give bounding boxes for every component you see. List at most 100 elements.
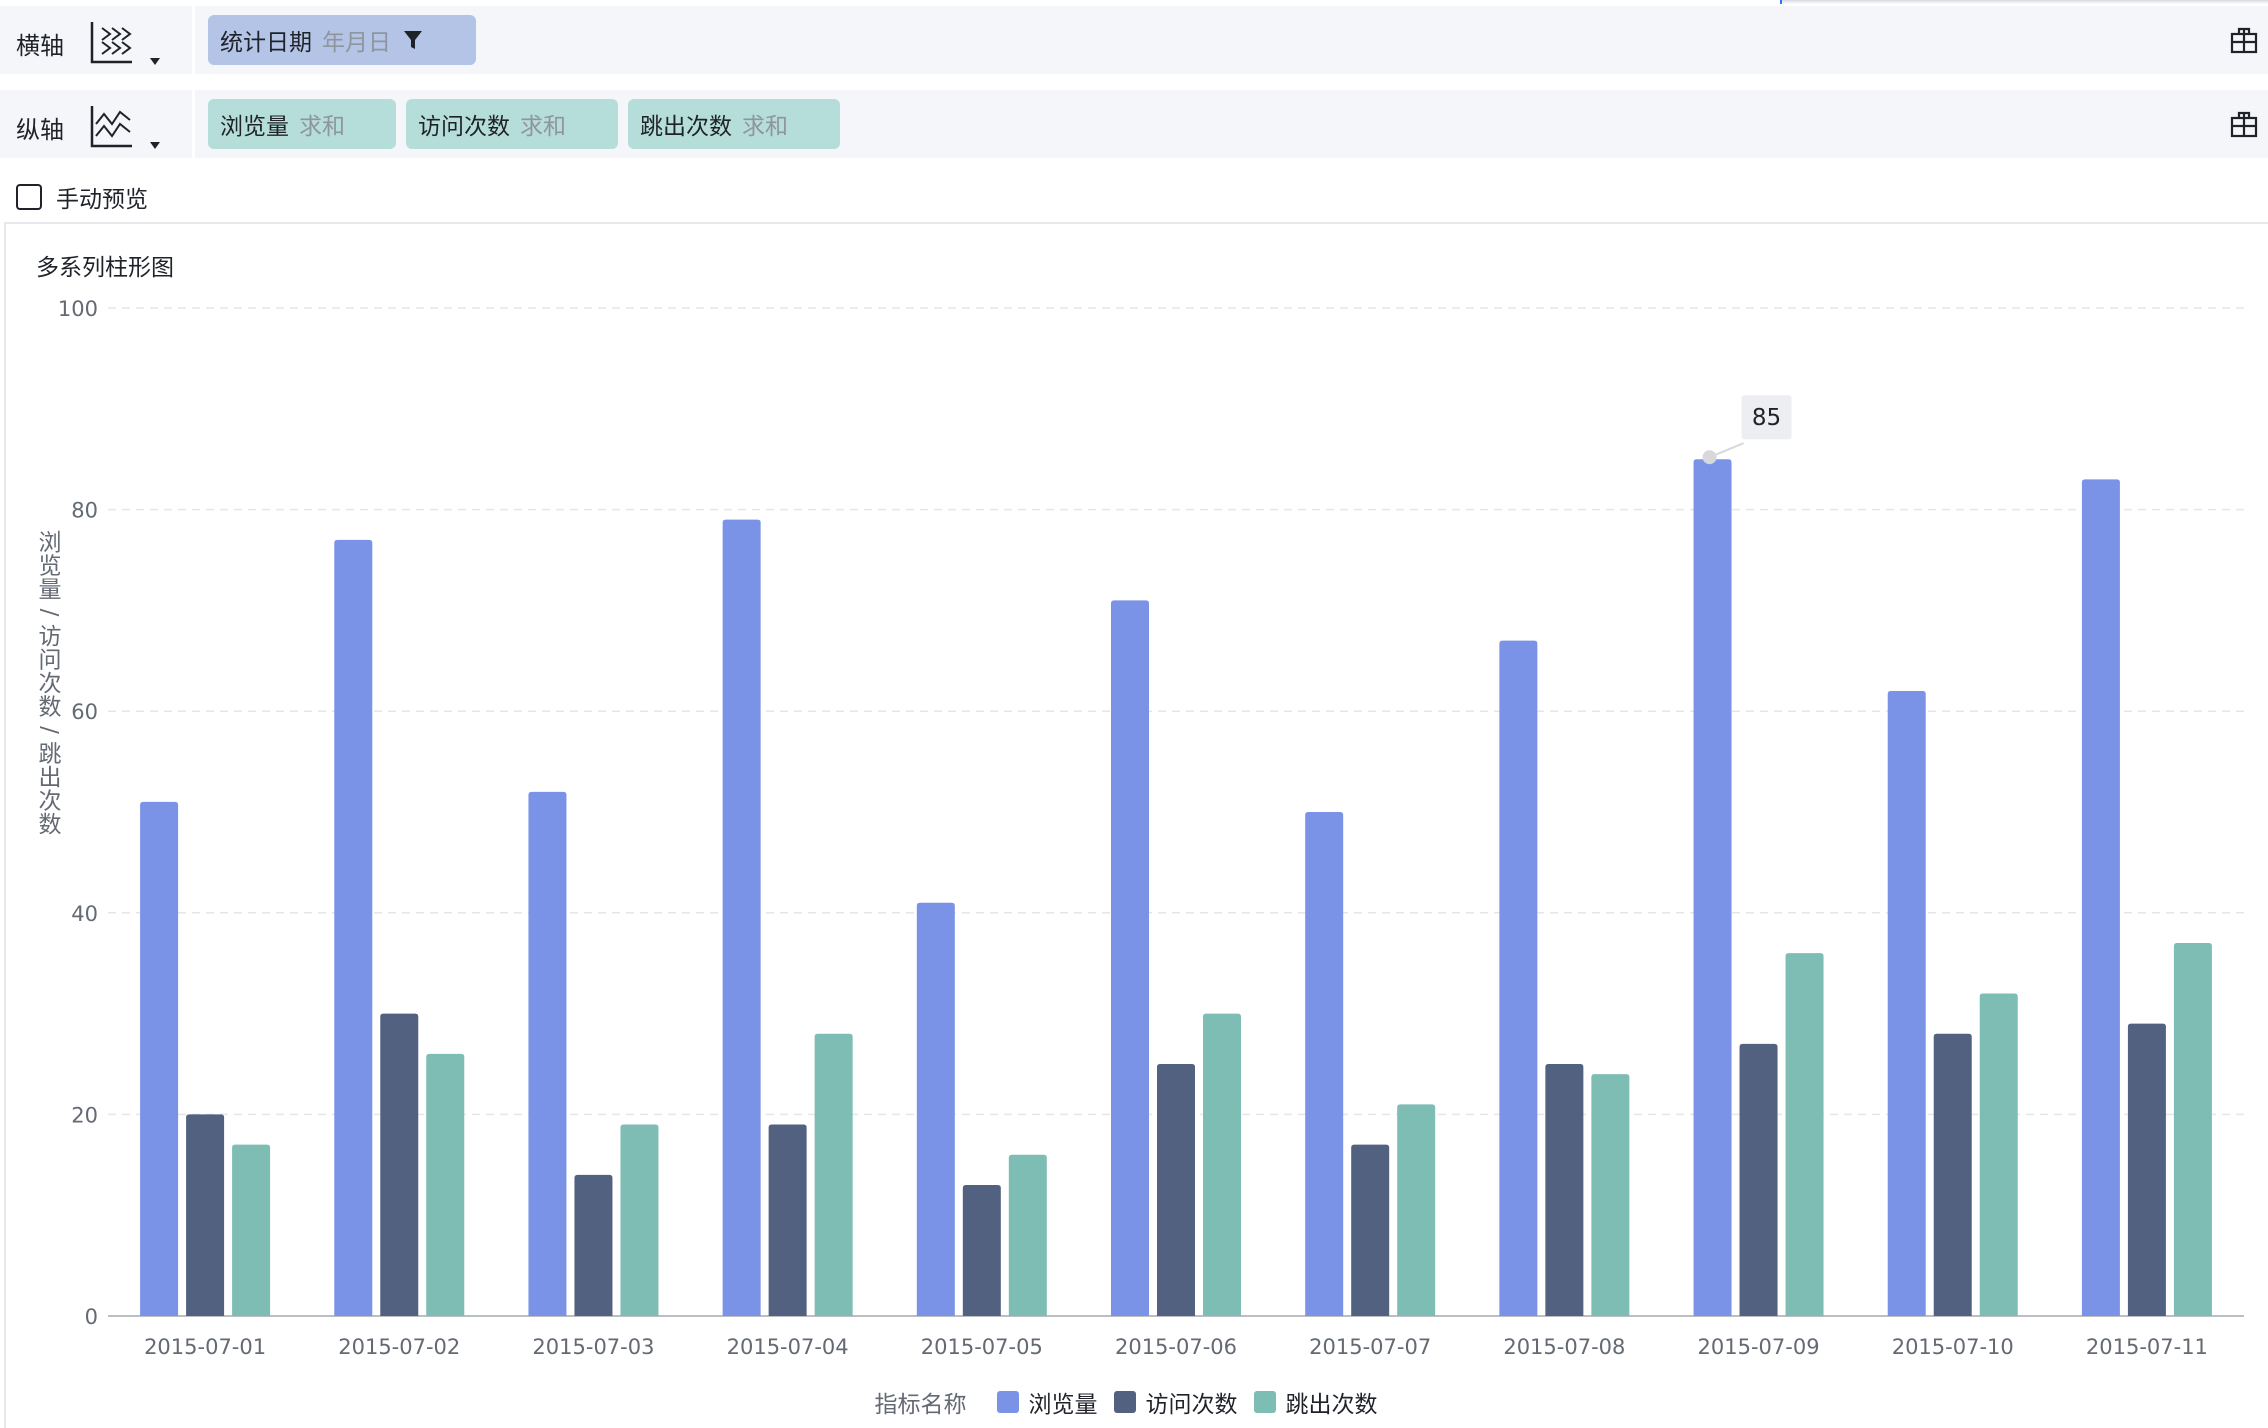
y-axis-title-char: 次 <box>39 789 62 815</box>
bar <box>1979 993 2018 1316</box>
checkbox-box[interactable] <box>16 184 42 210</box>
manual-preview-label: 手动预览 <box>56 187 148 213</box>
x-axis-label: 横轴 <box>16 32 64 60</box>
legend-item[interactable]: 访问次数 <box>1113 1385 1238 1419</box>
bar <box>1305 812 1344 1316</box>
bar <box>620 1124 659 1316</box>
chart-legend: 指标名称 浏览量 访问次数 跳出次数 <box>0 1384 2268 1420</box>
x-field-pill[interactable]: 统计日期 年月日 <box>208 15 476 65</box>
x-tick-label: 2015-07-10 <box>1892 1335 2014 1359</box>
x-tick-label: 2015-07-03 <box>532 1335 654 1359</box>
bar <box>1591 1074 1630 1316</box>
legend-label: 访问次数 <box>1145 1392 1238 1418</box>
y-field-pill[interactable]: 浏览量 求和 <box>208 99 396 149</box>
y-axis-title-char: 跳 <box>39 742 62 768</box>
popup-shadow <box>1780 0 2268 4</box>
legend-item[interactable]: 浏览量 <box>996 1385 1098 1419</box>
y-field-name: 浏览量 <box>220 114 289 140</box>
legend-swatch <box>1113 1391 1136 1413</box>
bar <box>380 1013 419 1316</box>
chart-panel <box>4 222 2268 1428</box>
x-tick-label: 2015-07-01 <box>144 1335 266 1359</box>
x-field-agg: 年月日 <box>322 30 391 56</box>
y-axis-title-char: 览 <box>39 554 62 580</box>
y-field-agg: 求和 <box>742 114 788 140</box>
bar <box>232 1144 271 1316</box>
legend-label: 跳出次数 <box>1285 1392 1378 1418</box>
bar <box>768 1124 807 1316</box>
filter-icon[interactable] <box>403 29 423 51</box>
bar <box>140 801 179 1316</box>
x-tick-label: 2015-07-09 <box>1698 1335 1820 1359</box>
x-tick-label: 2015-07-04 <box>727 1335 849 1359</box>
bar <box>1111 600 1149 1316</box>
bar <box>2173 943 2212 1316</box>
y-axis-title-char: 出 <box>39 765 62 791</box>
y-tick-label: 60 <box>71 700 98 724</box>
x-tick-label: 2015-07-02 <box>338 1335 460 1359</box>
legend-swatch <box>1253 1391 1276 1413</box>
y-axis-row: 纵轴 浏览量 求和 访问次数 求和 跳出次数 求和 <box>0 90 2268 158</box>
chart-title: 多系列柱形图 <box>36 255 174 281</box>
x-axis-header[interactable]: 横轴 <box>0 6 195 74</box>
bar <box>1008 1154 1047 1316</box>
bar <box>1887 691 1926 1316</box>
x-tick-label: 2015-07-11 <box>2086 1335 2208 1359</box>
bar <box>1499 640 1538 1316</box>
y-axis-title-char: 次 <box>39 671 62 697</box>
legend-swatch <box>996 1391 1019 1413</box>
bar <box>1545 1064 1584 1316</box>
bar <box>1785 953 1824 1316</box>
bar <box>1933 1033 1972 1316</box>
legend-title: 指标名称 <box>874 1392 967 1418</box>
y-field-pill[interactable]: 访问次数 求和 <box>406 99 618 149</box>
y-axis-title-char: 访 <box>39 624 62 650</box>
y-field-agg: 求和 <box>299 114 345 140</box>
y-field-name: 跳出次数 <box>640 114 732 140</box>
y-axis-header[interactable]: 纵轴 <box>0 90 195 158</box>
chevron-down-icon[interactable] <box>150 142 160 149</box>
y-axis-title-char: / <box>36 609 62 617</box>
bar <box>528 791 567 1316</box>
y-tick-label: 100 <box>58 297 98 321</box>
bar <box>962 1184 1001 1316</box>
layout-icon[interactable] <box>2230 110 2258 138</box>
y-tick-label: 40 <box>71 902 98 926</box>
manual-preview-checkbox[interactable]: 手动预览 <box>16 180 148 214</box>
y-axis-label: 纵轴 <box>16 116 64 144</box>
bar <box>2081 479 2120 1316</box>
x-tick-label: 2015-07-06 <box>1115 1335 1237 1359</box>
y-axis-title-char: 问 <box>39 648 62 674</box>
y-axis-title-char: 浏 <box>39 530 62 556</box>
legend-item[interactable]: 跳出次数 <box>1253 1385 1378 1419</box>
vertical-axis-icon[interactable] <box>88 102 136 150</box>
y-axis-title-char: / <box>36 726 62 734</box>
popup-edge <box>1780 0 1782 4</box>
y-field-pill[interactable]: 跳出次数 求和 <box>628 99 840 149</box>
y-tick-label: 20 <box>71 1103 98 1127</box>
bar <box>2127 1023 2166 1316</box>
y-axis-title-char: 量 <box>39 577 62 603</box>
y-axis-title-char: 数 <box>39 812 62 838</box>
bar <box>334 539 373 1316</box>
bar <box>814 1033 853 1316</box>
bar <box>186 1114 225 1316</box>
annotation-leader <box>1709 442 1744 459</box>
y-axis-title-char: 数 <box>39 695 62 721</box>
y-tick-label: 80 <box>71 499 98 523</box>
bar <box>916 902 955 1316</box>
legend-label: 浏览量 <box>1028 1392 1098 1418</box>
layout-icon[interactable] <box>2230 26 2258 54</box>
y-tick-label: 0 <box>85 1305 98 1329</box>
bar <box>1203 1013 1241 1316</box>
chevron-down-icon[interactable] <box>150 58 160 65</box>
y-field-agg: 求和 <box>520 114 566 140</box>
bar <box>574 1174 613 1316</box>
x-tick-label: 2015-07-08 <box>1503 1335 1625 1359</box>
bar <box>722 519 761 1316</box>
horizontal-axis-icon[interactable] <box>88 18 136 66</box>
x-field-name: 统计日期 <box>220 30 312 56</box>
bar <box>1739 1043 1778 1316</box>
bar <box>1157 1064 1195 1316</box>
